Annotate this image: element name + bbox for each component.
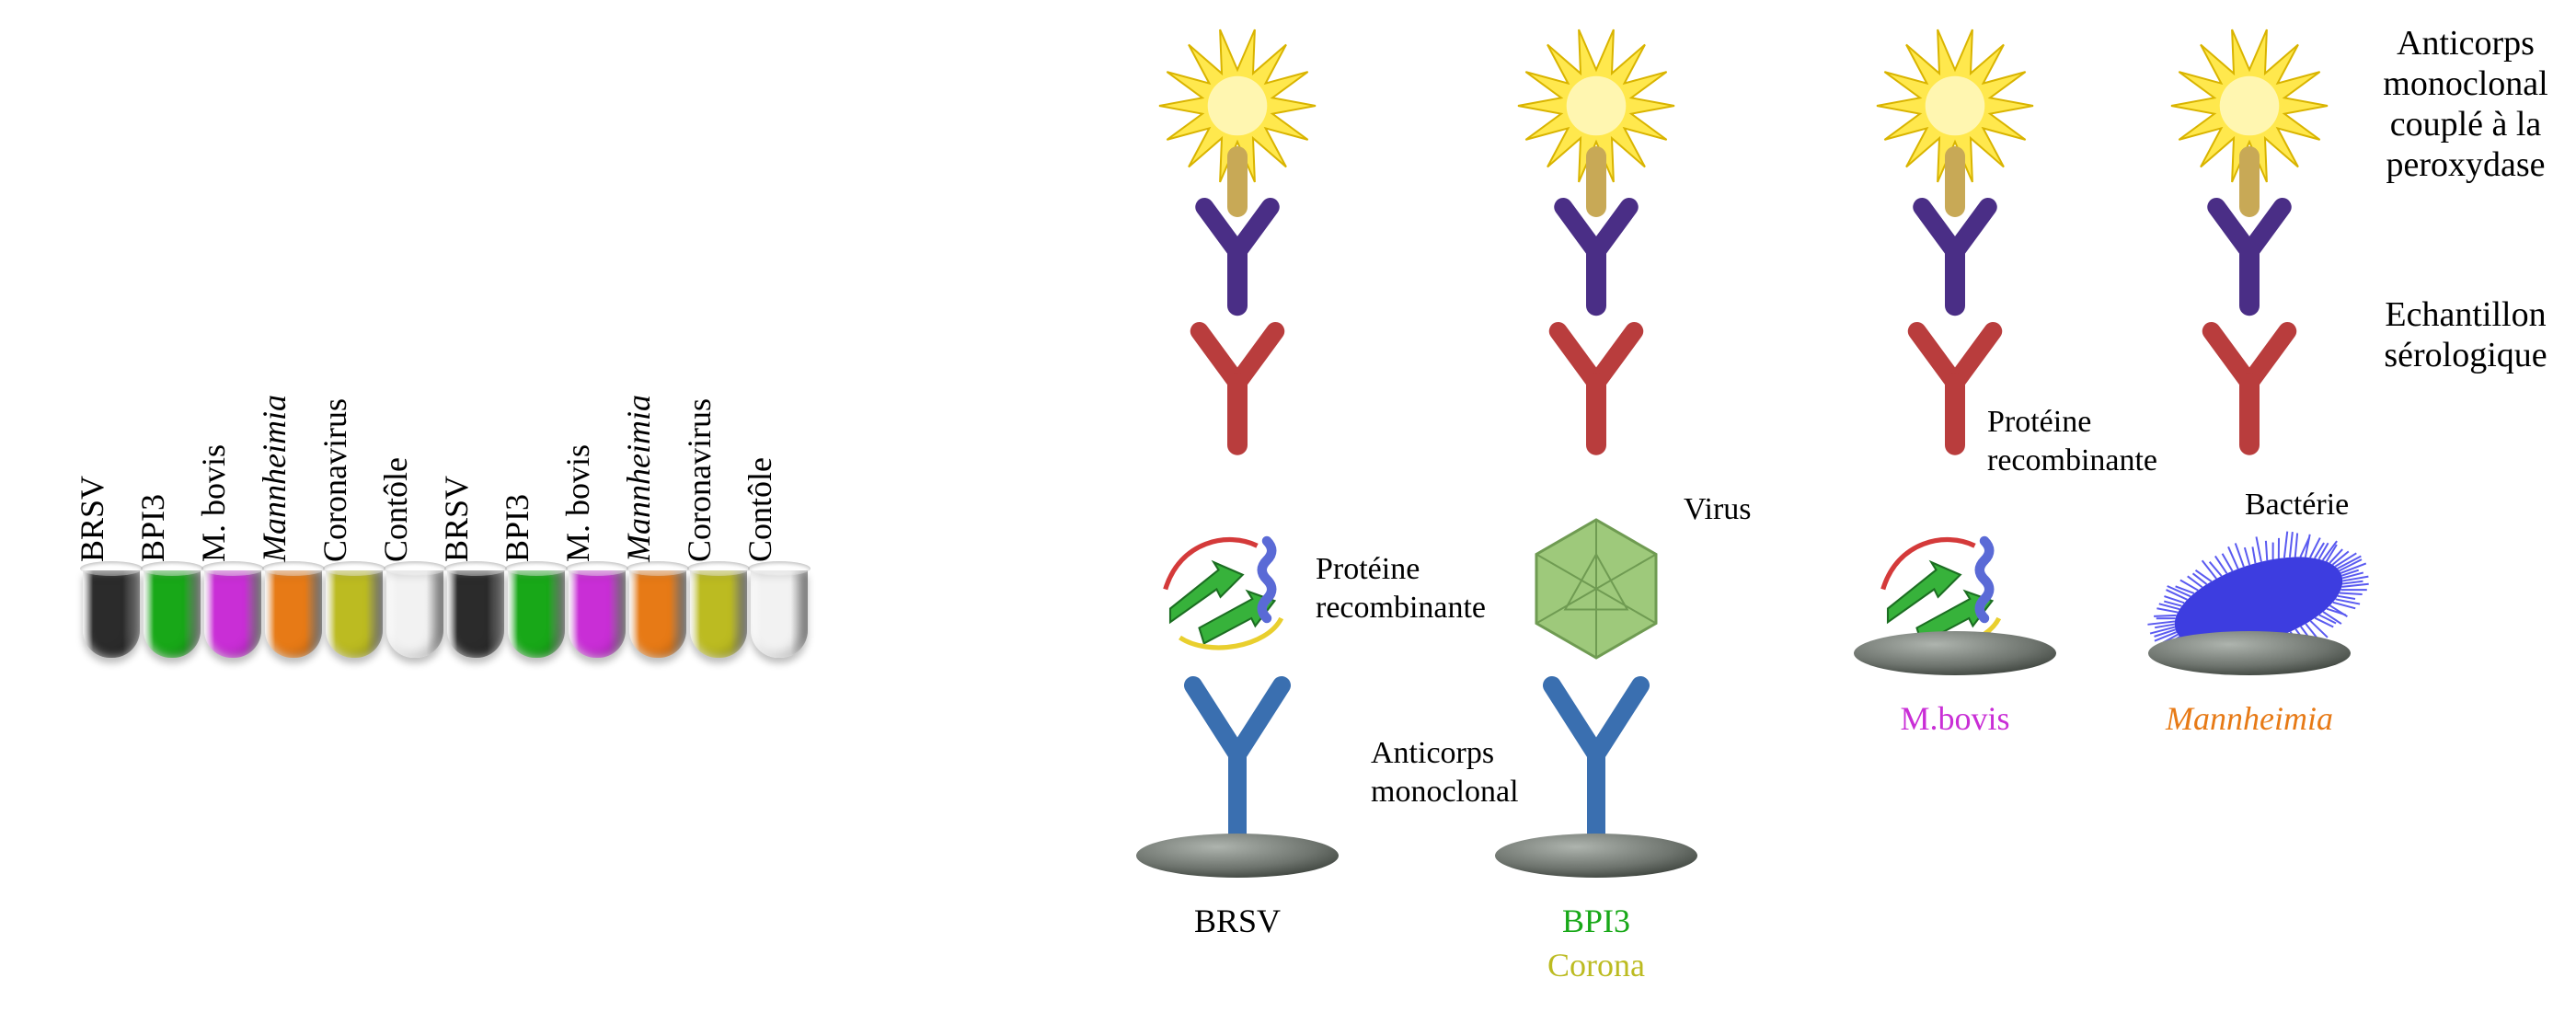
well-plate-icon xyxy=(1854,631,2056,675)
sample-antibody-icon xyxy=(1917,331,1994,445)
well-plate-icon xyxy=(1495,834,1697,878)
conjugate-antibody-icon xyxy=(1922,156,1988,305)
peroxidase-core-icon xyxy=(1926,76,1985,136)
diagram-overlay xyxy=(0,0,2576,1012)
well-plate-icon xyxy=(1136,834,1339,878)
annotation-line: Anticorps xyxy=(2318,23,2576,63)
peroxidase-core-icon xyxy=(2220,76,2280,136)
inline-label: Protéine xyxy=(1987,405,2091,440)
column-title: BPI3 xyxy=(1444,902,1748,940)
inline-label: Virus xyxy=(1684,492,1752,527)
inline-label: Protéine xyxy=(1316,552,1420,587)
capture-antibody-icon xyxy=(1552,685,1640,846)
conjugate-antibody-icon xyxy=(2216,156,2283,305)
annotation-line: Echantillon xyxy=(2318,294,2576,335)
inline-label: Anticorps xyxy=(1371,736,1494,771)
peroxidase-core-icon xyxy=(1208,76,1268,136)
inline-label: recombinante xyxy=(1987,443,2157,478)
conjugate-antibody-body xyxy=(1922,207,1988,305)
column-title: BRSV xyxy=(1086,902,1389,940)
annotation-label: Anticorpsmonoclonalcouplé à laperoxydase xyxy=(2318,23,2576,185)
sample-antibody-icon xyxy=(1558,331,1635,445)
annotation-line: peroxydase xyxy=(2318,144,2576,185)
conjugate-antibody-body xyxy=(1204,207,1271,305)
conjugate-antibody-body xyxy=(1563,207,1629,305)
inline-label: Bactérie xyxy=(2245,488,2349,523)
conjugate-antibody-icon xyxy=(1204,156,1271,305)
column-title: Mannheimia xyxy=(2098,699,2401,738)
annotation-label: Echantillonsérologique xyxy=(2318,294,2576,375)
capture-antibody-icon xyxy=(1193,685,1282,846)
virus-icon xyxy=(1536,520,1656,658)
conjugate-antibody-body xyxy=(2216,207,2283,305)
inline-label: monoclonal xyxy=(1371,775,1519,810)
annotation-line: couplé à la xyxy=(2318,104,2576,144)
column-title-secondary: Corona xyxy=(1444,946,1748,984)
sample-antibody-icon xyxy=(2212,331,2288,445)
inline-label: recombinante xyxy=(1316,591,1486,626)
recombinant-protein-icon xyxy=(1166,540,1282,648)
peroxidase-core-icon xyxy=(1567,76,1627,136)
sample-antibody-icon xyxy=(1200,331,1276,445)
conjugate-antibody-icon xyxy=(1563,156,1629,305)
column-title: M.bovis xyxy=(1803,699,2107,738)
annotation-line: monoclonal xyxy=(2318,63,2576,104)
annotation-line: sérologique xyxy=(2318,335,2576,375)
well-plate-icon xyxy=(2148,631,2351,675)
